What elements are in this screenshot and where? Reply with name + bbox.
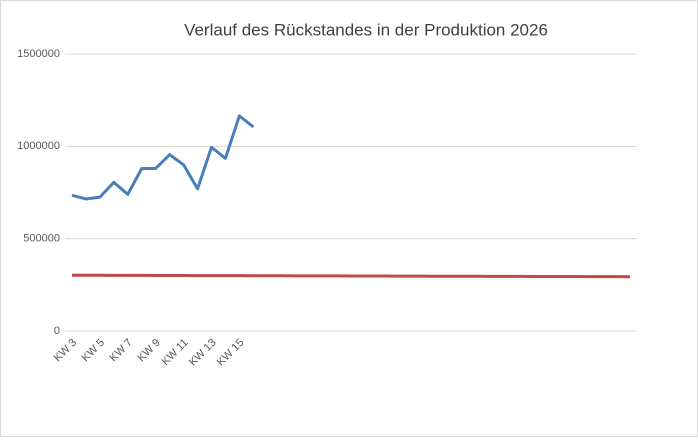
y-tick-label: 1000000: [17, 140, 60, 152]
series-line: [71, 273, 631, 279]
chart-border: [0, 0, 698, 437]
series-line: [71, 114, 255, 201]
chart-title: Verlauf des Rückstandes in der Produktio…: [184, 20, 548, 39]
y-tick-label: 500000: [23, 233, 60, 245]
y-tick-label: 1500000: [17, 48, 60, 60]
y-tick-label: 0: [54, 325, 60, 337]
